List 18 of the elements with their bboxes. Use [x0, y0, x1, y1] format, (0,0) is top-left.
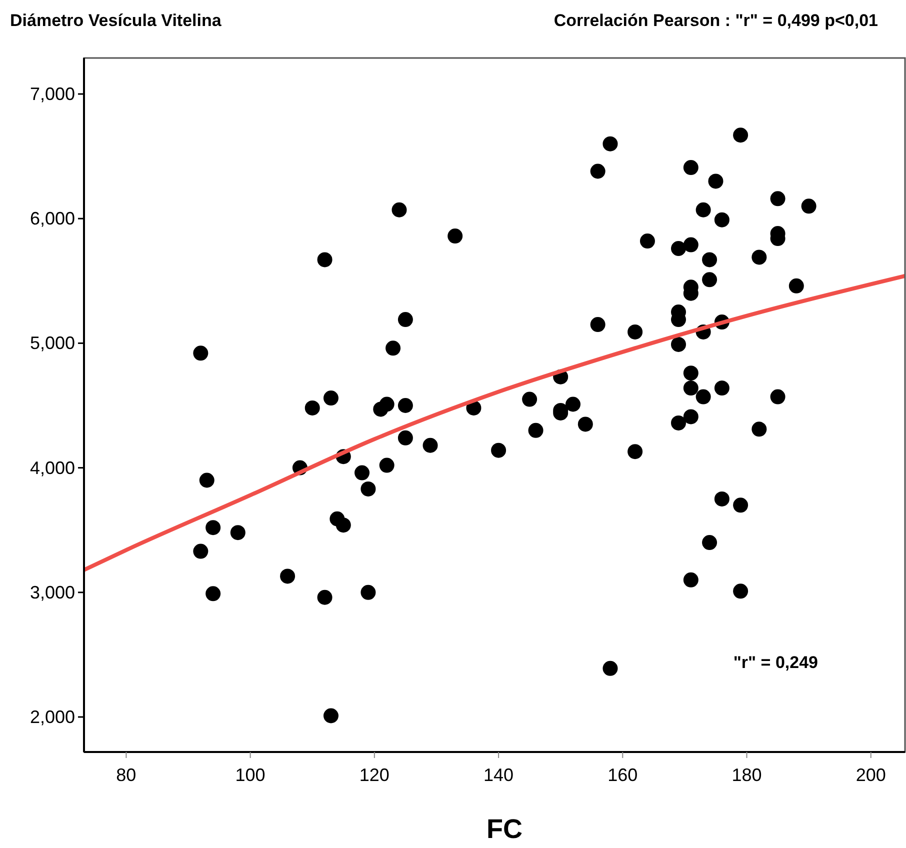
y-tick-label: 6,000: [30, 208, 75, 229]
x-tick-label: 180: [732, 765, 762, 785]
annotation: "r" = 0,249: [733, 653, 818, 672]
chart-title: Correlación Pearson : "r" = 0,499 p<0,01: [554, 11, 878, 30]
y-axis-title: Diámetro Vesícula Vitelina: [10, 11, 222, 30]
x-tick-label: 140: [484, 765, 514, 785]
y-tick-label: 5,000: [30, 333, 75, 354]
x-tick-label: 160: [608, 765, 638, 785]
y-tick-label: 4,000: [30, 458, 75, 478]
x-tick-label: 200: [856, 765, 886, 785]
y-tick-label: 7,000: [30, 84, 75, 104]
x-tick-label: 120: [359, 765, 390, 785]
y-tick-label: 2,000: [30, 706, 75, 727]
x-axis-title: FC: [486, 814, 522, 844]
y-tick-label: 3,000: [30, 582, 75, 602]
x-tick-label: 80: [116, 765, 136, 785]
line-series: [84, 274, 905, 572]
x-tick-label: 100: [235, 765, 266, 785]
